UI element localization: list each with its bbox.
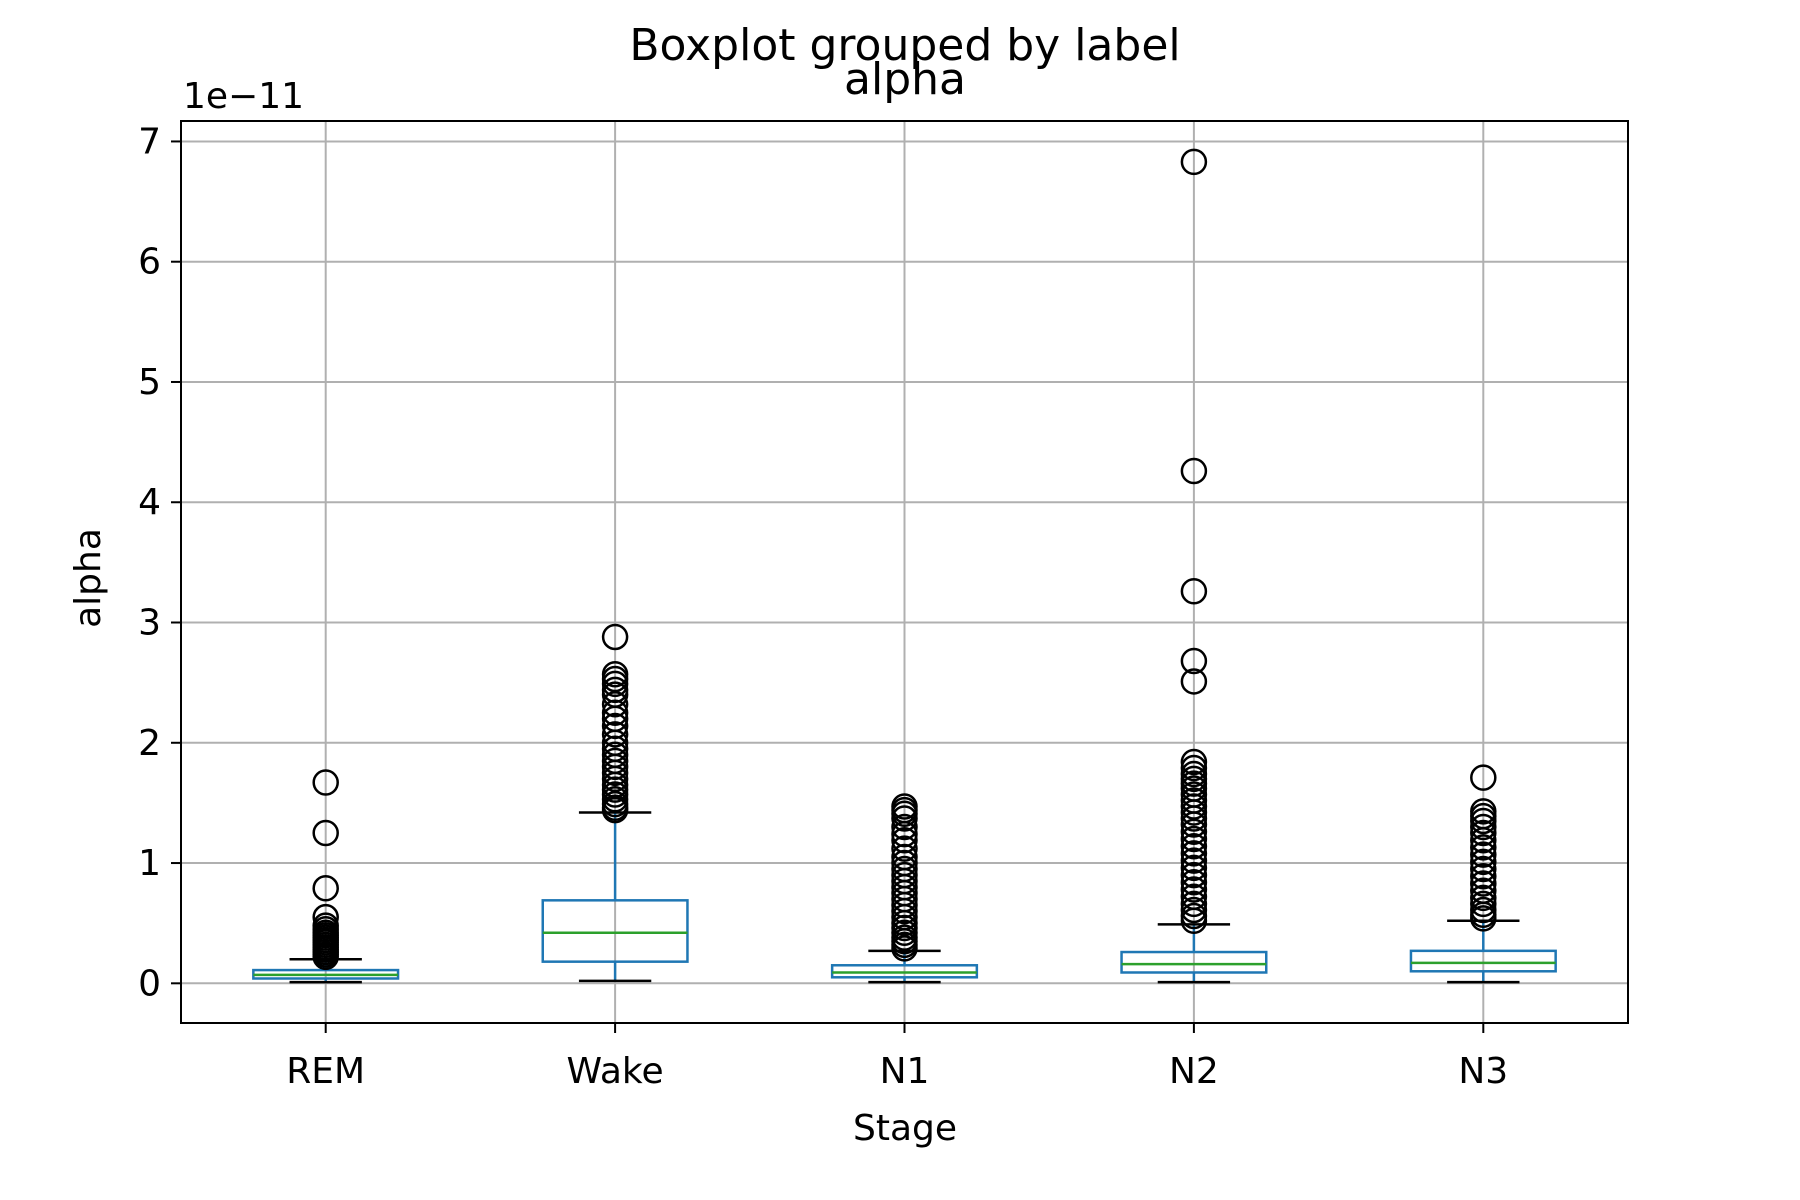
outlier-point xyxy=(601,691,629,718)
outlier-point xyxy=(1470,764,1497,791)
outlier-point xyxy=(312,875,339,902)
outlier-point xyxy=(312,769,339,796)
outlier-point xyxy=(1470,848,1497,876)
outlier-point xyxy=(1470,870,1497,897)
outlier-point xyxy=(1470,863,1497,890)
outlier-point xyxy=(601,699,629,726)
outlier-point xyxy=(312,943,339,971)
outlier-point xyxy=(1180,854,1208,882)
x-axis-label: Stage xyxy=(853,1108,957,1149)
outlier-point xyxy=(1180,754,1208,782)
x-tick-label: N2 xyxy=(1169,1051,1219,1092)
box-n3 xyxy=(1409,764,1557,984)
box-n2 xyxy=(1120,148,1268,984)
outlier-point xyxy=(891,805,918,832)
outlier-point xyxy=(1180,148,1208,176)
outlier-point xyxy=(1180,793,1208,820)
outlier-point xyxy=(1180,818,1208,846)
y-tick-label: 2 xyxy=(138,723,161,764)
outlier-point xyxy=(1180,457,1208,485)
outlier-point xyxy=(601,721,629,748)
outlier-point xyxy=(1180,847,1208,874)
outlier-point xyxy=(601,759,629,787)
outlier-point xyxy=(891,813,918,841)
outlier-point xyxy=(1180,890,1208,918)
y-tick-label: 3 xyxy=(138,603,161,644)
outlier-point xyxy=(1470,807,1497,835)
outlier-point xyxy=(1180,876,1208,903)
outlier-point xyxy=(601,623,629,651)
outlier-point xyxy=(1180,647,1208,675)
outlier-point xyxy=(1180,825,1208,853)
outlier-point xyxy=(1180,668,1208,695)
box-wake xyxy=(541,623,689,983)
y-tick-label: 5 xyxy=(138,362,161,403)
y-offset-label: 1e−11 xyxy=(183,76,304,117)
y-tick-label: 6 xyxy=(138,242,161,283)
x-tick-label: N1 xyxy=(880,1051,930,1092)
outlier-point xyxy=(1470,890,1497,918)
outlier-point xyxy=(1470,884,1497,912)
outlier-point xyxy=(1180,799,1208,826)
outlier-point xyxy=(601,765,629,793)
outlier-point xyxy=(1180,577,1208,605)
y-tick-label: 4 xyxy=(138,482,161,523)
outlier-point xyxy=(891,897,918,925)
y-axis-label: alpha xyxy=(68,528,109,628)
outlier-point xyxy=(1180,748,1208,776)
outlier-point xyxy=(1180,869,1208,896)
outlier-point xyxy=(1470,826,1497,854)
box-series xyxy=(252,148,1557,984)
y-tick-label: 7 xyxy=(138,121,161,162)
outlier-point xyxy=(601,670,629,698)
outlier-point xyxy=(1470,905,1497,932)
chart-title: alpha xyxy=(844,54,966,105)
outlier-point xyxy=(1180,840,1208,867)
x-tick-label: Wake xyxy=(567,1051,664,1092)
y-tick-label: 1 xyxy=(138,843,161,884)
box-rem xyxy=(252,769,400,984)
outlier-point xyxy=(1180,907,1208,935)
outlier-point xyxy=(1470,819,1497,847)
outlier-point xyxy=(891,935,918,962)
outlier-point xyxy=(1180,861,1208,889)
outlier-point xyxy=(1180,832,1208,860)
outlier-point xyxy=(1180,896,1208,924)
axes: 0 1 2 3 4 5 6 7 REM Wake N1 N2 N3 xyxy=(138,121,1508,1092)
outlier-point xyxy=(891,835,918,862)
outlier-point xyxy=(1470,813,1497,841)
iqr-box xyxy=(1409,949,1557,973)
outlier-point xyxy=(312,819,339,847)
iqr-box xyxy=(541,899,689,963)
outlier-point xyxy=(1180,811,1208,838)
outlier-point xyxy=(1180,805,1208,832)
outlier-point xyxy=(1470,834,1497,861)
outlier-point xyxy=(1470,841,1497,868)
box-n1 xyxy=(830,793,979,984)
x-tick-label: REM xyxy=(286,1051,365,1092)
x-tick-label: N3 xyxy=(1458,1051,1508,1092)
outlier-point xyxy=(1470,855,1497,883)
outlier-point xyxy=(601,796,629,824)
iqr-box xyxy=(1120,950,1268,974)
suptitle: Boxplot grouped by label xyxy=(629,20,1180,71)
y-tick-label: 0 xyxy=(138,963,161,1004)
